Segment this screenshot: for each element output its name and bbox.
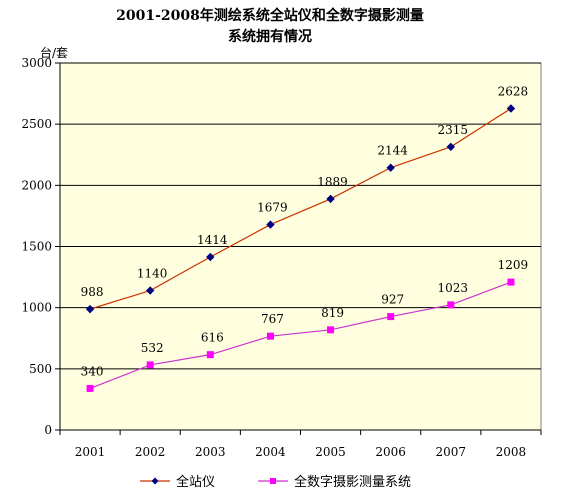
data-label: 767 bbox=[261, 312, 284, 326]
chart-title-line-2: 系统拥有情况 bbox=[228, 28, 312, 45]
data-label: 819 bbox=[321, 306, 344, 320]
y-tick-label: 2500 bbox=[21, 117, 52, 131]
data-label: 340 bbox=[81, 364, 104, 378]
data-point bbox=[507, 278, 515, 286]
data-point bbox=[206, 252, 215, 262]
data-label: 1414 bbox=[197, 233, 228, 247]
data-label: 927 bbox=[381, 293, 404, 307]
data-point bbox=[266, 220, 275, 229]
data-point bbox=[447, 301, 455, 309]
data-point bbox=[327, 326, 335, 334]
y-tick-label: 2000 bbox=[21, 178, 52, 192]
data-label: 1209 bbox=[498, 258, 529, 272]
x-tick-label: 2008 bbox=[496, 445, 527, 459]
data-label: 2315 bbox=[438, 123, 469, 137]
x-tick-label: 2003 bbox=[195, 445, 226, 459]
y-tick-label: 1000 bbox=[21, 301, 52, 315]
data-point bbox=[387, 313, 395, 321]
data-label: 1023 bbox=[438, 281, 469, 295]
data-point bbox=[386, 163, 395, 172]
data-point bbox=[326, 194, 335, 204]
data-label: 988 bbox=[81, 285, 104, 299]
y-tick-label: 1500 bbox=[21, 240, 52, 254]
data-point bbox=[446, 142, 456, 152]
data-label: 1679 bbox=[257, 201, 288, 215]
x-tick-label: 2006 bbox=[375, 445, 406, 459]
data-label: 2628 bbox=[498, 85, 529, 99]
x-tick-label: 2001 bbox=[75, 445, 106, 459]
x-tick-label: 2002 bbox=[135, 445, 166, 459]
y-tick-label: 0 bbox=[44, 423, 52, 437]
data-point bbox=[146, 361, 154, 369]
data-labels: 988 1140 1414 1679 1889 2144 2315 2628 340 532 616… bbox=[81, 85, 529, 379]
legend-marker-1 bbox=[270, 478, 276, 484]
chart-title-line-1: 2001-2008年测绘系统全站仪和全数字摄影测量 bbox=[116, 7, 424, 24]
x-tick-label: 2004 bbox=[255, 445, 286, 459]
data-point bbox=[145, 286, 155, 295]
legend-label-1: 全数字摄影测量系统 bbox=[294, 474, 411, 490]
legend-marker-0 bbox=[151, 477, 159, 485]
x-tick-label: 2007 bbox=[436, 445, 467, 459]
data-label: 1140 bbox=[137, 267, 168, 281]
data-point bbox=[206, 351, 214, 359]
data-point bbox=[85, 304, 95, 314]
series-layer bbox=[85, 104, 516, 392]
y-tick-label: 500 bbox=[29, 362, 52, 376]
data-point bbox=[266, 332, 274, 340]
data-label: 616 bbox=[201, 331, 224, 345]
data-label: 532 bbox=[141, 341, 164, 355]
series-line-1 bbox=[89, 281, 512, 389]
data-label: 2144 bbox=[377, 144, 408, 158]
series-line-0 bbox=[89, 108, 512, 310]
data-label: 1889 bbox=[317, 175, 348, 189]
data-point bbox=[86, 384, 94, 392]
axes: 0 500 1000 1500 2000 2500 3000 2001 2002 2003 2004… bbox=[21, 56, 542, 459]
legend: 全站仪 全数字摄影测量系统 bbox=[140, 474, 411, 490]
x-tick-label: 2005 bbox=[315, 445, 346, 459]
y-axis-label: 台/套 bbox=[40, 45, 68, 60]
legend-label-0: 全站仪 bbox=[176, 474, 215, 490]
y-tick-label: 3000 bbox=[21, 56, 52, 70]
data-point bbox=[506, 104, 516, 113]
